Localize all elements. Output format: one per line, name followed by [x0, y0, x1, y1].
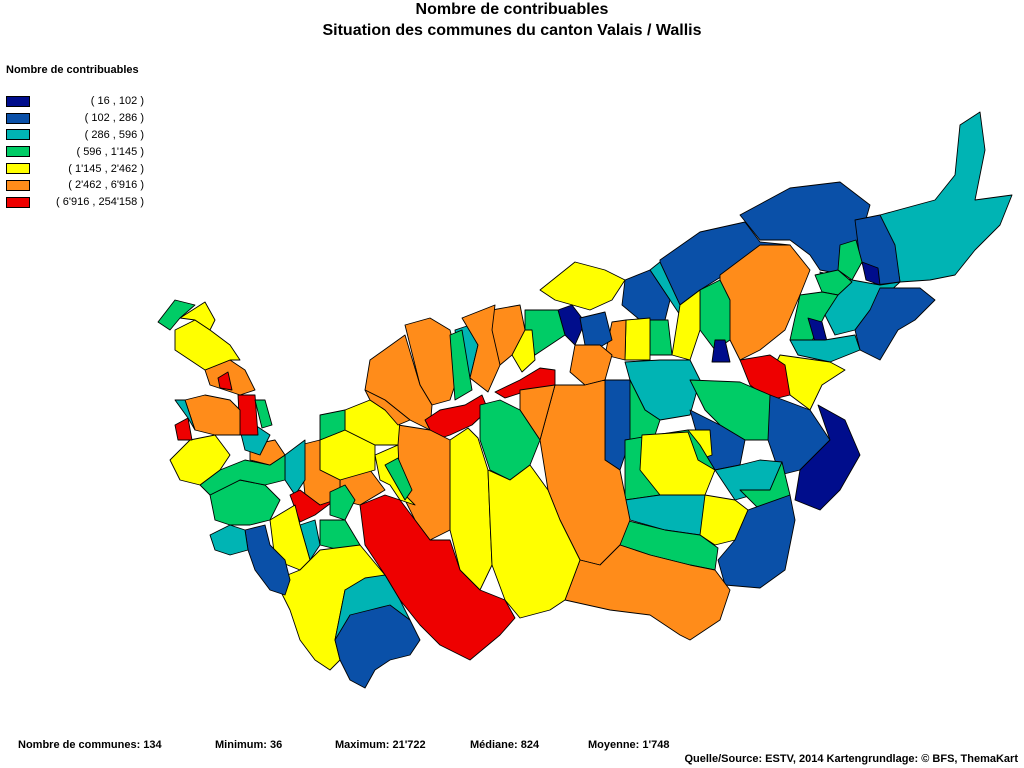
commune-region [789, 334, 861, 363]
source-credit: Quelle/Source: ESTV, 2014 Kartengrundlag… [684, 753, 1018, 765]
commune-region [624, 317, 651, 361]
legend-label: ( 596 , 1'145 ) [76, 145, 144, 158]
commune-region [711, 339, 731, 363]
commune-region [461, 304, 501, 393]
commune-region [479, 399, 541, 481]
commune-region [569, 344, 613, 386]
commune-region [564, 544, 731, 641]
legend-item: ( 286 , 596 ) [6, 127, 146, 144]
commune-region [174, 399, 196, 431]
commune-region [174, 417, 193, 441]
commune-region [384, 457, 413, 501]
commune-region [699, 279, 731, 351]
legend-label: ( 16 , 102 ) [90, 95, 144, 108]
commune-region [204, 359, 256, 396]
commune-region [837, 239, 863, 281]
commune-region [254, 399, 273, 429]
commune-region [739, 354, 791, 401]
legend-label: ( 1'145 , 2'462 ) [68, 162, 144, 175]
stat-communes: Nombre de communes: 134 [18, 739, 162, 751]
legend-swatch [6, 95, 30, 107]
commune-region [284, 439, 306, 496]
commune-region [649, 319, 673, 356]
legend-item: ( 6'916 , 254'158 ) [6, 194, 146, 211]
stat-maximum: Maximum: 21'722 [335, 739, 426, 751]
legend-swatch [6, 112, 30, 124]
commune-region [814, 269, 853, 296]
commune-region [364, 389, 411, 426]
commune-region [854, 287, 936, 361]
commune-region [334, 604, 421, 689]
legend-swatch [6, 146, 30, 158]
commune-region [199, 454, 286, 496]
commune-region [179, 301, 216, 331]
map-subtitle: Situation des communes du canton Valais … [322, 22, 702, 39]
legend-item: ( 2'462 , 6'916 ) [6, 177, 146, 194]
commune-region [794, 404, 861, 511]
legend-label: ( 102 , 286 ) [84, 112, 144, 125]
legend-swatch [6, 179, 30, 191]
commune-region [244, 524, 291, 596]
commune-region [579, 311, 613, 351]
commune-region [487, 464, 581, 619]
legend-swatch [6, 163, 30, 175]
legend-item: ( 102 , 286 ) [6, 110, 146, 127]
legend-swatch [6, 129, 30, 141]
legend-swatch [6, 196, 30, 208]
commune-region [689, 379, 771, 441]
commune-region [329, 484, 356, 521]
commune-region [217, 371, 233, 391]
commune-region [629, 379, 661, 441]
legend-label: ( 286 , 596 ) [84, 128, 144, 141]
commune-region [494, 367, 556, 399]
map-title: Nombre de contribuables [415, 1, 609, 18]
stat-mediane: Médiane: 824 [470, 739, 540, 751]
commune-region [671, 289, 701, 361]
commune-region [157, 299, 196, 331]
commune-region [539, 261, 626, 311]
legend-item: ( 1'145 , 2'462 ) [6, 160, 146, 177]
legend-label: ( 6'916 , 254'158 ) [56, 196, 144, 209]
commune-region [169, 434, 231, 486]
legend-item: ( 596 , 1'145 ) [6, 143, 146, 160]
commune-region [717, 494, 796, 589]
commune-region [604, 319, 627, 361]
commune-region [639, 431, 716, 496]
legend-label: ( 2'462 , 6'916 ) [68, 179, 144, 192]
stat-minimum: Minimum: 36 [215, 739, 283, 751]
legend: ( 16 , 102 ) ( 102 , 286 ) ( 286 , 596 )… [6, 93, 146, 211]
stat-moyenne: Moyenne: 1'748 [588, 739, 670, 751]
commune-region [319, 409, 346, 441]
legend-item: ( 16 , 102 ) [6, 93, 146, 110]
commune-region [449, 329, 473, 401]
commune-region [879, 111, 1013, 283]
commune-region [184, 394, 241, 436]
commune-region [209, 524, 249, 556]
legend-title: Nombre de contribuables [6, 64, 139, 76]
